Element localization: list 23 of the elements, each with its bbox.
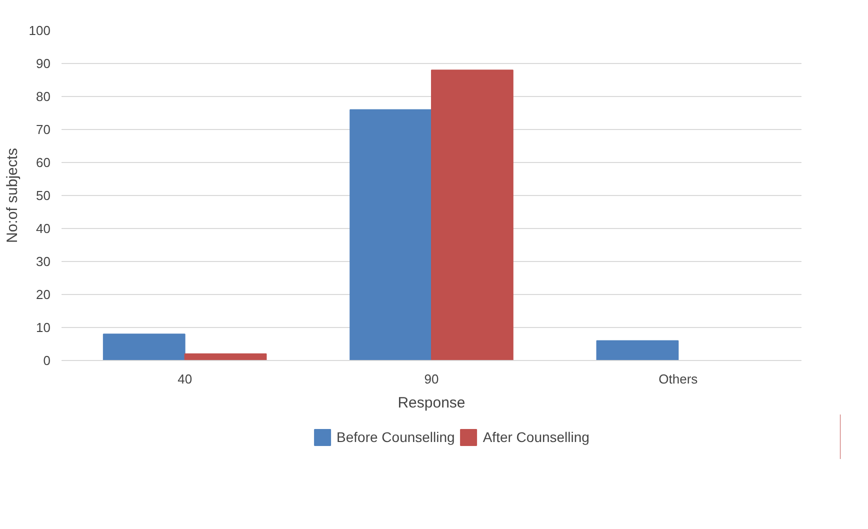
y-axis-title: No:of subjects [4, 148, 21, 244]
bar [184, 353, 267, 360]
x-tick-label: 90 [424, 372, 439, 386]
bar [350, 109, 432, 360]
x-tick-label: Others [658, 372, 698, 386]
y-tick-label: 10 [36, 320, 51, 335]
y-tick-label: 90 [36, 56, 51, 71]
y-tick-label: 70 [36, 122, 51, 137]
bar [596, 340, 679, 360]
y-tick-label: 100 [28, 23, 51, 38]
bar [102, 334, 186, 360]
y-tick-label: 20 [36, 287, 51, 302]
legend-label: After Counselling [482, 428, 590, 444]
y-tick-label: 0 [43, 353, 51, 368]
y-tick-label: 40 [36, 221, 51, 236]
y-tick-label: 30 [36, 254, 51, 269]
x-tick-label: 40 [178, 372, 192, 386]
y-tick-label: 80 [36, 89, 51, 104]
y-tick-label: 50 [36, 188, 51, 203]
x-axis-title: Response [398, 394, 466, 412]
legend-label: Before Counselling [336, 428, 455, 444]
bar [431, 70, 514, 360]
y-tick-label: 60 [36, 155, 51, 170]
